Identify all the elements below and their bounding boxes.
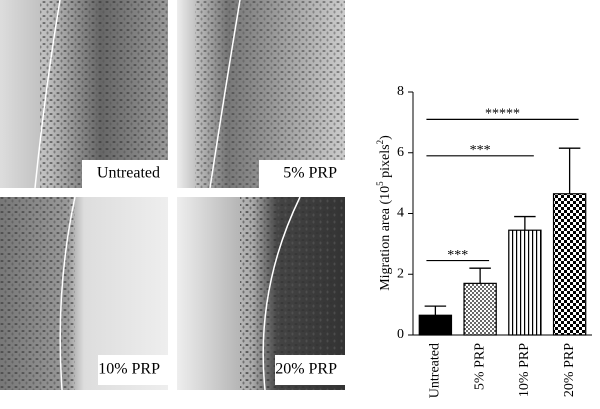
bar — [463, 282, 497, 336]
y-tick-label: 8 — [397, 84, 404, 99]
panel-label: 5% PRP — [283, 165, 337, 182]
wound-edge — [209, 0, 241, 189]
label-box — [275, 355, 345, 385]
bar — [418, 314, 453, 336]
micrograph-panels: Untreated 5% PRP 10% PRP 20% PRP — [0, 0, 345, 391]
y-tick-label: 2 — [397, 266, 404, 281]
cell-texture — [195, 0, 345, 188]
panel-label: 20% PRP — [275, 361, 337, 378]
y-tick-label: 6 — [397, 145, 404, 160]
x-tick-label: 20% PRP — [562, 343, 577, 397]
label-box — [98, 355, 168, 385]
wound-edge — [262, 196, 301, 391]
y-label-sup: 2 — [375, 140, 385, 145]
y-tick-label: 4 — [397, 206, 404, 221]
y-axis-label: Migration area (105 pixels2) — [375, 135, 393, 291]
y-label-part: pixels — [378, 144, 393, 181]
bar — [552, 193, 587, 336]
wound-edge — [34, 0, 61, 189]
panel-label: Untreated — [97, 165, 160, 182]
y-label-sup: 5 — [375, 181, 385, 186]
cell-texture — [40, 0, 168, 188]
wound-edge — [59, 196, 76, 391]
x-tick-label: 5% PRP — [472, 343, 487, 390]
label-box — [82, 160, 168, 188]
significance-label: ***** — [485, 107, 520, 122]
y-label-part: ) — [378, 135, 393, 140]
x-tick-label: Untreated — [428, 343, 443, 398]
bar — [508, 229, 542, 336]
y-label-part: Migration area (10 — [378, 186, 393, 291]
x-tick-label: 10% PRP — [517, 343, 532, 397]
y-tick-label: 0 — [397, 327, 404, 342]
significance-label: *** — [447, 248, 468, 263]
significance-label: *** — [470, 143, 491, 158]
label-box — [259, 160, 345, 188]
cell-texture — [0, 197, 75, 390]
panel-label: 10% PRP — [98, 361, 160, 378]
